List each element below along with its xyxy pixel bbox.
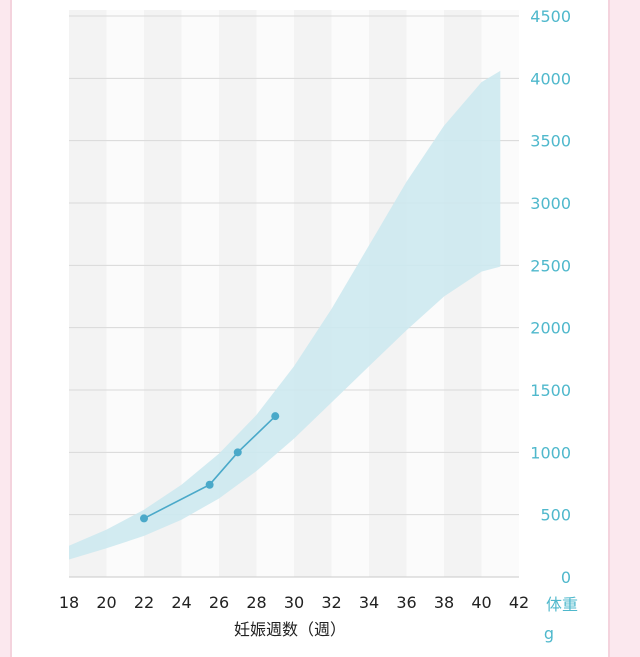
x-tick-label: 38	[434, 593, 454, 612]
y-tick-label: 3000	[530, 194, 571, 213]
background-stripe	[256, 10, 294, 577]
y-tick-label: 4000	[530, 69, 571, 88]
y-tick-label: 500	[540, 506, 571, 525]
x-tick-label: 20	[96, 593, 116, 612]
x-tick-label: 42	[509, 593, 529, 612]
background-stripe	[69, 10, 107, 577]
x-tick-label: 24	[171, 593, 191, 612]
x-axis-label: 妊娠週数（週）	[234, 620, 346, 639]
y-tick-label: 2500	[530, 256, 571, 275]
x-tick-label: 36	[396, 593, 416, 612]
y-tick-label: 4500	[530, 7, 571, 26]
y-tick-label: 3500	[530, 132, 571, 151]
x-tick-label: 34	[359, 593, 379, 612]
x-tick-label: 28	[246, 593, 266, 612]
series-line	[143, 415, 276, 520]
data-point	[140, 514, 148, 523]
y-tick-label: 0	[561, 568, 571, 587]
x-tick-label: 26	[209, 593, 229, 612]
x-tick-label: 30	[284, 593, 304, 612]
x-tick-label: 18	[59, 593, 79, 612]
x-tick-label: 22	[134, 593, 154, 612]
data-point	[271, 412, 280, 421]
y-tick-label: 2000	[530, 319, 571, 338]
reference-band	[69, 70, 501, 560]
y-axis-unit: g	[544, 624, 554, 643]
background-stripe	[144, 10, 182, 577]
background-stripe	[106, 10, 144, 577]
background-stripe	[294, 10, 332, 577]
y-axis-label: 体重	[546, 595, 578, 614]
data-point	[233, 448, 242, 457]
x-tick-label: 40	[471, 593, 491, 612]
y-tick-label: 1500	[530, 381, 571, 400]
x-tick-label: 32	[321, 593, 341, 612]
y-tick-label: 1000	[530, 443, 571, 462]
data-point	[205, 480, 214, 489]
